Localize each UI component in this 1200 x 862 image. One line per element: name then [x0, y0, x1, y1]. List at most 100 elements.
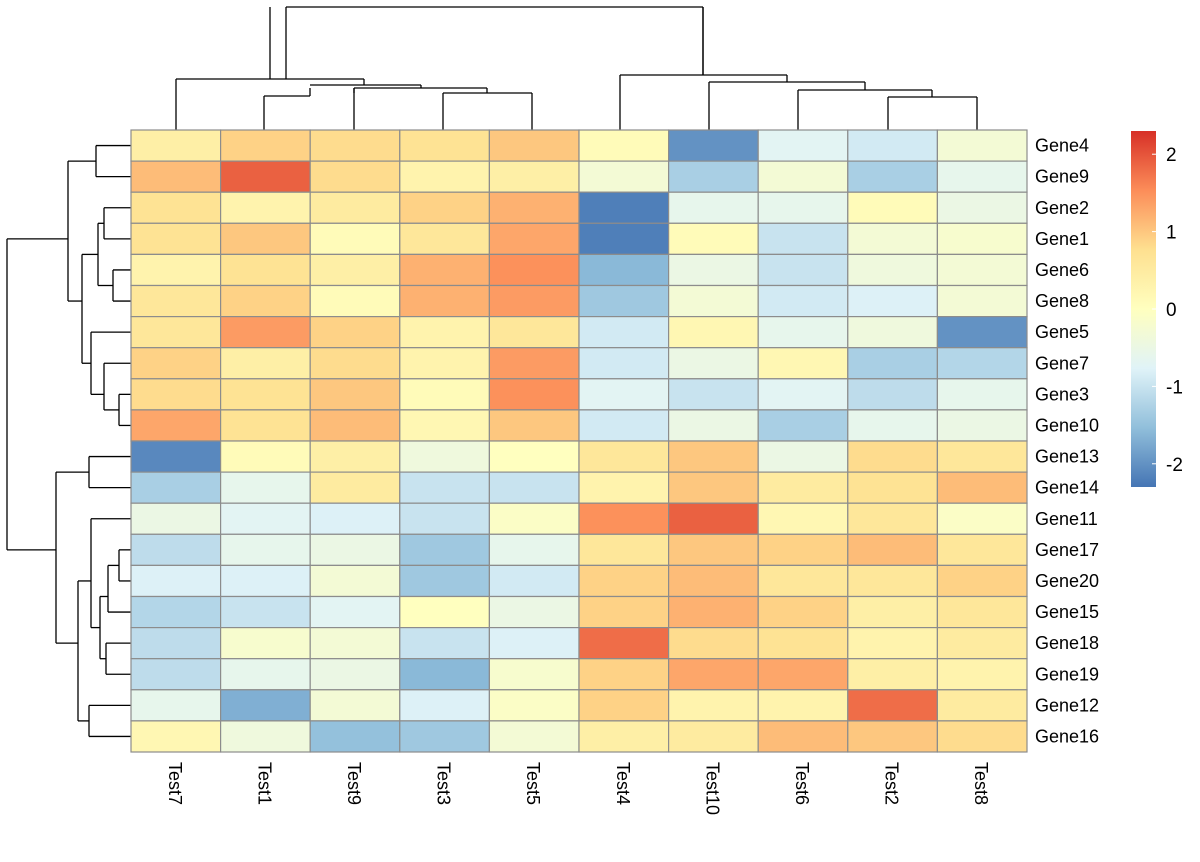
heatmap-cell — [847, 502, 938, 535]
heatmap-cell — [130, 533, 222, 566]
heatmap-cell — [936, 595, 1028, 629]
legend-tick-label: 0 — [1166, 300, 1177, 321]
column-labels: Test7 Test1 Test9 Test3 Test5 Test4 Test10 Test… — [165, 762, 991, 815]
heatmap-cell — [757, 564, 849, 598]
heatmap-cell — [667, 160, 759, 193]
heatmap-cell — [757, 284, 849, 318]
heatmap-cell — [757, 191, 849, 224]
row-label: Gene11 — [1035, 509, 1098, 529]
heatmap-cell — [757, 440, 849, 473]
heatmap-cell — [488, 502, 580, 535]
heatmap-cell — [399, 409, 490, 442]
heatmap-cell — [667, 347, 759, 380]
heatmap-cell — [130, 253, 222, 287]
heatmap-cell — [578, 409, 670, 442]
heatmap-cell — [220, 502, 311, 535]
heatmap-cell — [667, 191, 759, 224]
heatmap-cell — [220, 222, 311, 256]
row-label: Gene4 — [1035, 136, 1089, 156]
heatmap-cell — [936, 440, 1028, 473]
row-label: Gene6 — [1035, 260, 1089, 280]
heatmap-cell — [667, 471, 759, 504]
column-label: Test2 — [882, 762, 902, 805]
heatmap-cell — [578, 502, 670, 535]
heatmap-cell — [757, 720, 849, 753]
heatmap-cell — [399, 316, 490, 349]
heatmap-cell — [488, 316, 580, 349]
heatmap-cell — [936, 222, 1028, 256]
heatmap-cell — [399, 129, 490, 162]
column-label: Test4 — [613, 762, 633, 805]
heatmap-cell — [130, 409, 222, 442]
heatmap-cell — [309, 378, 401, 411]
heatmap-cell — [578, 284, 670, 318]
heatmap-cell — [757, 658, 849, 691]
row-label: Gene18 — [1035, 633, 1099, 653]
heatmap-cell — [130, 595, 222, 629]
heatmap-cell — [847, 564, 938, 598]
heatmap-cell — [936, 471, 1028, 504]
heatmap-cell — [220, 316, 311, 349]
row-label: Gene10 — [1035, 416, 1099, 436]
heatmap-cell — [667, 533, 759, 566]
heatmap-cell — [399, 347, 490, 380]
heatmap-cell — [847, 533, 938, 566]
heatmap-cell — [488, 222, 580, 256]
column-label: Test9 — [344, 762, 364, 805]
column-label: Test7 — [165, 762, 185, 805]
heatmap-cell — [488, 129, 580, 162]
column-label: Test3 — [434, 762, 454, 805]
heatmap-cell — [757, 253, 849, 287]
row-label: Gene13 — [1035, 447, 1099, 467]
heatmap-cell — [488, 284, 580, 318]
heatmap-cell — [667, 564, 759, 598]
legend-tick-label: 2 — [1166, 145, 1177, 166]
heatmap-cell — [130, 564, 222, 598]
heatmap-cell — [936, 533, 1028, 566]
legend-tick-label: -1 — [1166, 377, 1183, 398]
heatmap-cell — [309, 440, 401, 473]
heatmap-cell — [309, 533, 401, 566]
heatmap-cell — [667, 502, 759, 535]
heatmap-cell — [936, 626, 1028, 660]
heatmap-cells — [130, 129, 1028, 753]
heatmap-cell — [757, 626, 849, 660]
heatmap-cell — [847, 720, 938, 753]
heatmap-cell — [220, 595, 311, 629]
heatmap-cell — [578, 160, 670, 193]
heatmap-cell — [488, 378, 580, 411]
heatmap-cell — [309, 689, 401, 722]
row-labels: Gene4 Gene9 Gene2 Gene1 Gene6 Gene8 Gene5 Gene7… — [1035, 136, 1099, 747]
heatmap-cell — [130, 378, 222, 411]
heatmap-cell — [847, 316, 938, 349]
heatmap-cell — [578, 689, 670, 722]
heatmap-cell — [399, 626, 490, 660]
heatmap-cell — [847, 347, 938, 380]
heatmap-cell — [309, 160, 401, 193]
heatmap-cell — [847, 440, 938, 473]
row-label: Gene19 — [1035, 664, 1099, 684]
column-label: Test1 — [254, 762, 274, 805]
row-label: Gene1 — [1035, 229, 1089, 249]
heatmap-cell — [309, 658, 401, 691]
heatmap-cell — [757, 316, 849, 349]
heatmap-cell — [220, 440, 311, 473]
heatmap-cell — [847, 689, 938, 722]
row-label: Gene15 — [1035, 602, 1099, 622]
heatmap-cell — [130, 626, 222, 660]
heatmap-cell — [309, 564, 401, 598]
row-label: Gene5 — [1035, 322, 1089, 342]
heatmap-cell — [757, 595, 849, 629]
heatmap-cell — [757, 471, 849, 504]
heatmap-cell — [399, 720, 490, 753]
heatmap-cell — [667, 409, 759, 442]
heatmap-cell — [399, 440, 490, 473]
heatmap-cell — [130, 689, 222, 722]
heatmap-cell — [130, 284, 222, 318]
heatmap-cell — [667, 316, 759, 349]
heatmap-cell — [220, 129, 311, 162]
heatmap-cell — [847, 595, 938, 629]
heatmap-cell — [578, 222, 670, 256]
heatmap-cell — [130, 129, 222, 162]
heatmap-cell — [220, 658, 311, 691]
